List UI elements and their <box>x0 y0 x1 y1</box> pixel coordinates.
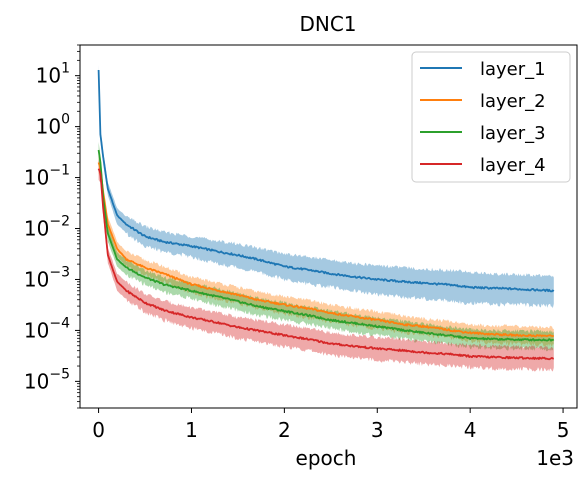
confidence-bands <box>98 65 554 372</box>
y-tick-label: 100 <box>36 112 70 139</box>
band-layer-2 <box>98 153 554 347</box>
y-tick-label: 10−1 <box>24 163 70 190</box>
line-layer-1 <box>97 69 555 293</box>
x-tick-label: 1 <box>185 418 198 442</box>
x-axis-label: epoch <box>296 446 357 470</box>
legend: layer_1 layer_2 layer_3 layer_4 <box>411 51 571 183</box>
x-tick-label: 4 <box>464 418 477 442</box>
series-lines <box>97 69 555 361</box>
line-layer-3 <box>97 149 555 342</box>
y-tick-label: 10−4 <box>24 315 70 342</box>
band-layer-3 <box>98 142 554 352</box>
y-axis-ticks: 10−5 10−4 10−3 10−2 10−1 100 101 <box>24 44 80 409</box>
x-tick-label: 2 <box>278 418 291 442</box>
plot-frame <box>79 44 578 409</box>
band-layer-4 <box>98 160 554 372</box>
y-tick-label: 10−3 <box>24 264 70 291</box>
x-tick-label: 3 <box>371 418 384 442</box>
x-axis-offset-label: 1e3 <box>536 446 574 470</box>
legend-label-layer-1: layer_1 <box>480 59 546 80</box>
chart-title: DNC1 <box>299 12 356 36</box>
y-tick-label: 10−2 <box>24 214 70 241</box>
legend-label-layer-4: layer_4 <box>480 155 546 176</box>
legend-label-layer-2: layer_2 <box>480 91 546 112</box>
line-layer-4 <box>97 168 554 361</box>
y-tick-label: 101 <box>36 61 70 88</box>
x-tick-label: 0 <box>92 418 105 442</box>
y-tick-label: 10−5 <box>24 366 70 393</box>
band-layer-1 <box>98 65 554 309</box>
legend-label-layer-3: layer_3 <box>480 123 546 144</box>
line-layer-2 <box>97 162 554 338</box>
legend-box <box>411 51 571 183</box>
x-axis-ticks: 0 1 2 3 4 5 <box>92 408 569 442</box>
x-tick-label: 5 <box>557 418 570 442</box>
